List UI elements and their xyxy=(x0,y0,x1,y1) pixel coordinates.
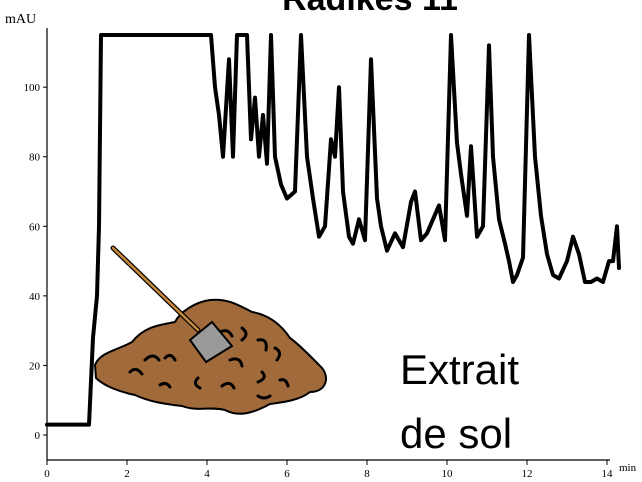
x-ticks: 0 2 4 6 8 10 12 14 xyxy=(44,460,613,480)
y-tick-label: 20 xyxy=(29,360,41,372)
annotation-line-2: de sol xyxy=(400,410,512,457)
x-tick-label: 10 xyxy=(442,468,454,480)
shovel-handle-fill xyxy=(111,246,200,332)
y-tick-label: 40 xyxy=(29,291,41,303)
soil-worms xyxy=(128,326,290,400)
x-tick-label: 0 xyxy=(44,468,50,480)
x-tick-label: 14 xyxy=(602,468,614,480)
x-tick-label: 6 xyxy=(284,468,290,480)
x-tick-label: 4 xyxy=(204,468,210,480)
series-line xyxy=(45,33,621,427)
y-tick-label: 0 xyxy=(35,430,41,442)
soil-pile-illustration xyxy=(93,245,327,415)
shovel-blade xyxy=(188,320,234,364)
y-tick-label: 80 xyxy=(29,152,41,164)
annotation-line-1: Extrait xyxy=(400,346,519,393)
y-ticks: 0 20 40 60 80 100 xyxy=(24,82,47,442)
y-tick-label: 100 xyxy=(24,82,41,94)
chart-title: Radikes 11 xyxy=(282,0,458,18)
x-axis-label: min xyxy=(619,462,637,474)
y-axis-label: mAU xyxy=(5,12,36,27)
y-tick-label: 60 xyxy=(29,221,41,233)
x-tick-label: 8 xyxy=(364,468,370,480)
x-tick-label: 2 xyxy=(124,468,130,480)
x-tick-label: 12 xyxy=(522,468,533,480)
